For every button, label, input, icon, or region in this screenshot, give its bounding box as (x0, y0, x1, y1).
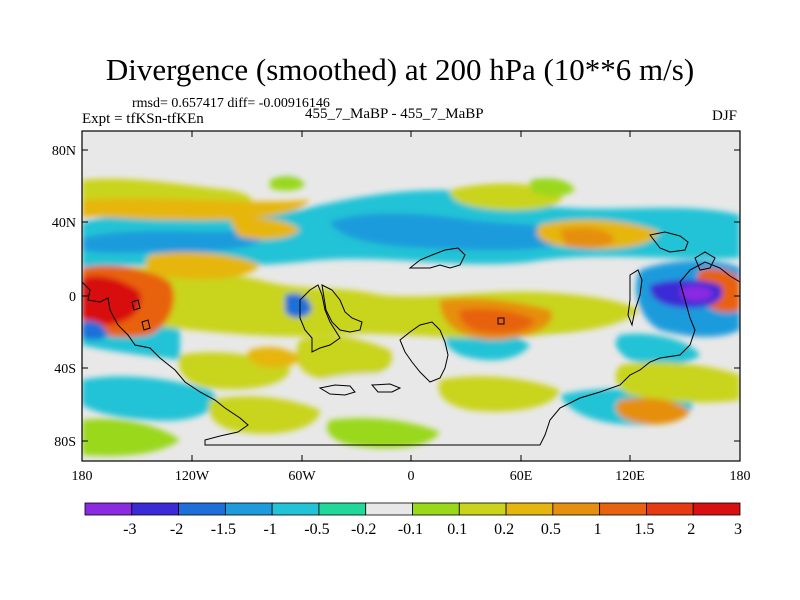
colorbar-label: 3 (734, 521, 742, 538)
lat-tick-label: 80S (54, 435, 76, 450)
colorbar-swatch (178, 502, 226, 516)
colorbar-swatch (365, 502, 413, 516)
colorbar-label: 1.5 (634, 521, 654, 538)
coastline-outlines (81, 231, 741, 446)
colorbar-label: -0.1 (398, 521, 423, 538)
colorbar-label: -1 (263, 521, 276, 538)
colorbar-swatch (131, 502, 179, 516)
axis-ticks (81, 131, 741, 461)
lon-tick-label: 60W (288, 469, 316, 484)
colorbar-label: -0.5 (304, 521, 329, 538)
colorbar: -3 -2 -1.5 -1 -0.5 -0.2 -0.1 0.1 0.2 0.5 1 1.5 2 3 (84, 502, 742, 538)
lon-tick-label: 120W (175, 469, 210, 484)
lat-tick-label: 80N (52, 144, 76, 159)
lat-tick-label: 40N (52, 216, 76, 231)
lon-tick-label: 120E (615, 469, 645, 484)
map-plot-area: 80N 40N 0 40S 80S 180 120W 60W 0 60E 120… (52, 130, 751, 484)
divergence-field (82, 131, 740, 457)
colorbar-swatch (271, 502, 320, 516)
colorbar-swatch (646, 502, 694, 516)
colorbar-swatch (552, 502, 601, 516)
lat-tick-label: 40S (54, 362, 76, 377)
colorbar-swatch (224, 502, 273, 516)
colorbar-label: -3 (123, 521, 136, 538)
colorbar-swatch (505, 502, 554, 516)
colorbar-swatch (84, 502, 133, 516)
colorbar-swatch (692, 502, 741, 516)
colorbar-label: 1 (594, 521, 602, 538)
lon-tick-label: 0 (408, 469, 415, 484)
colorbar-swatch (412, 502, 460, 516)
colorbar-label: 0.1 (447, 521, 467, 538)
colorbar-label: -0.2 (351, 521, 376, 538)
colorbar-swatch (318, 502, 367, 516)
plot-title: Divergence (smoothed) at 200 hPa (10**6 … (105, 52, 695, 87)
lon-tick-label: 180 (72, 469, 93, 484)
colorbar-swatch (458, 502, 507, 516)
season-label: DJF (712, 108, 738, 124)
colorbar-label: -2 (170, 521, 183, 538)
lon-tick-label: 60E (510, 469, 533, 484)
stats-line: rmsd= 0.657417 diff= -0.00916146 (132, 96, 330, 111)
experiment-diff-label: 455_7_MaBP - 455_7_MaBP (305, 106, 484, 122)
colorbar-label: 2 (687, 521, 695, 538)
colorbar-label: 0.5 (541, 521, 561, 538)
colorbar-label: -1.5 (211, 521, 236, 538)
lat-tick-label: 0 (69, 290, 76, 305)
colorbar-swatch (599, 502, 647, 516)
expt-label: Expt = tfKSn-tfKEn (82, 111, 204, 127)
lon-tick-label: 180 (730, 469, 751, 484)
colorbar-label: 0.2 (494, 521, 514, 538)
